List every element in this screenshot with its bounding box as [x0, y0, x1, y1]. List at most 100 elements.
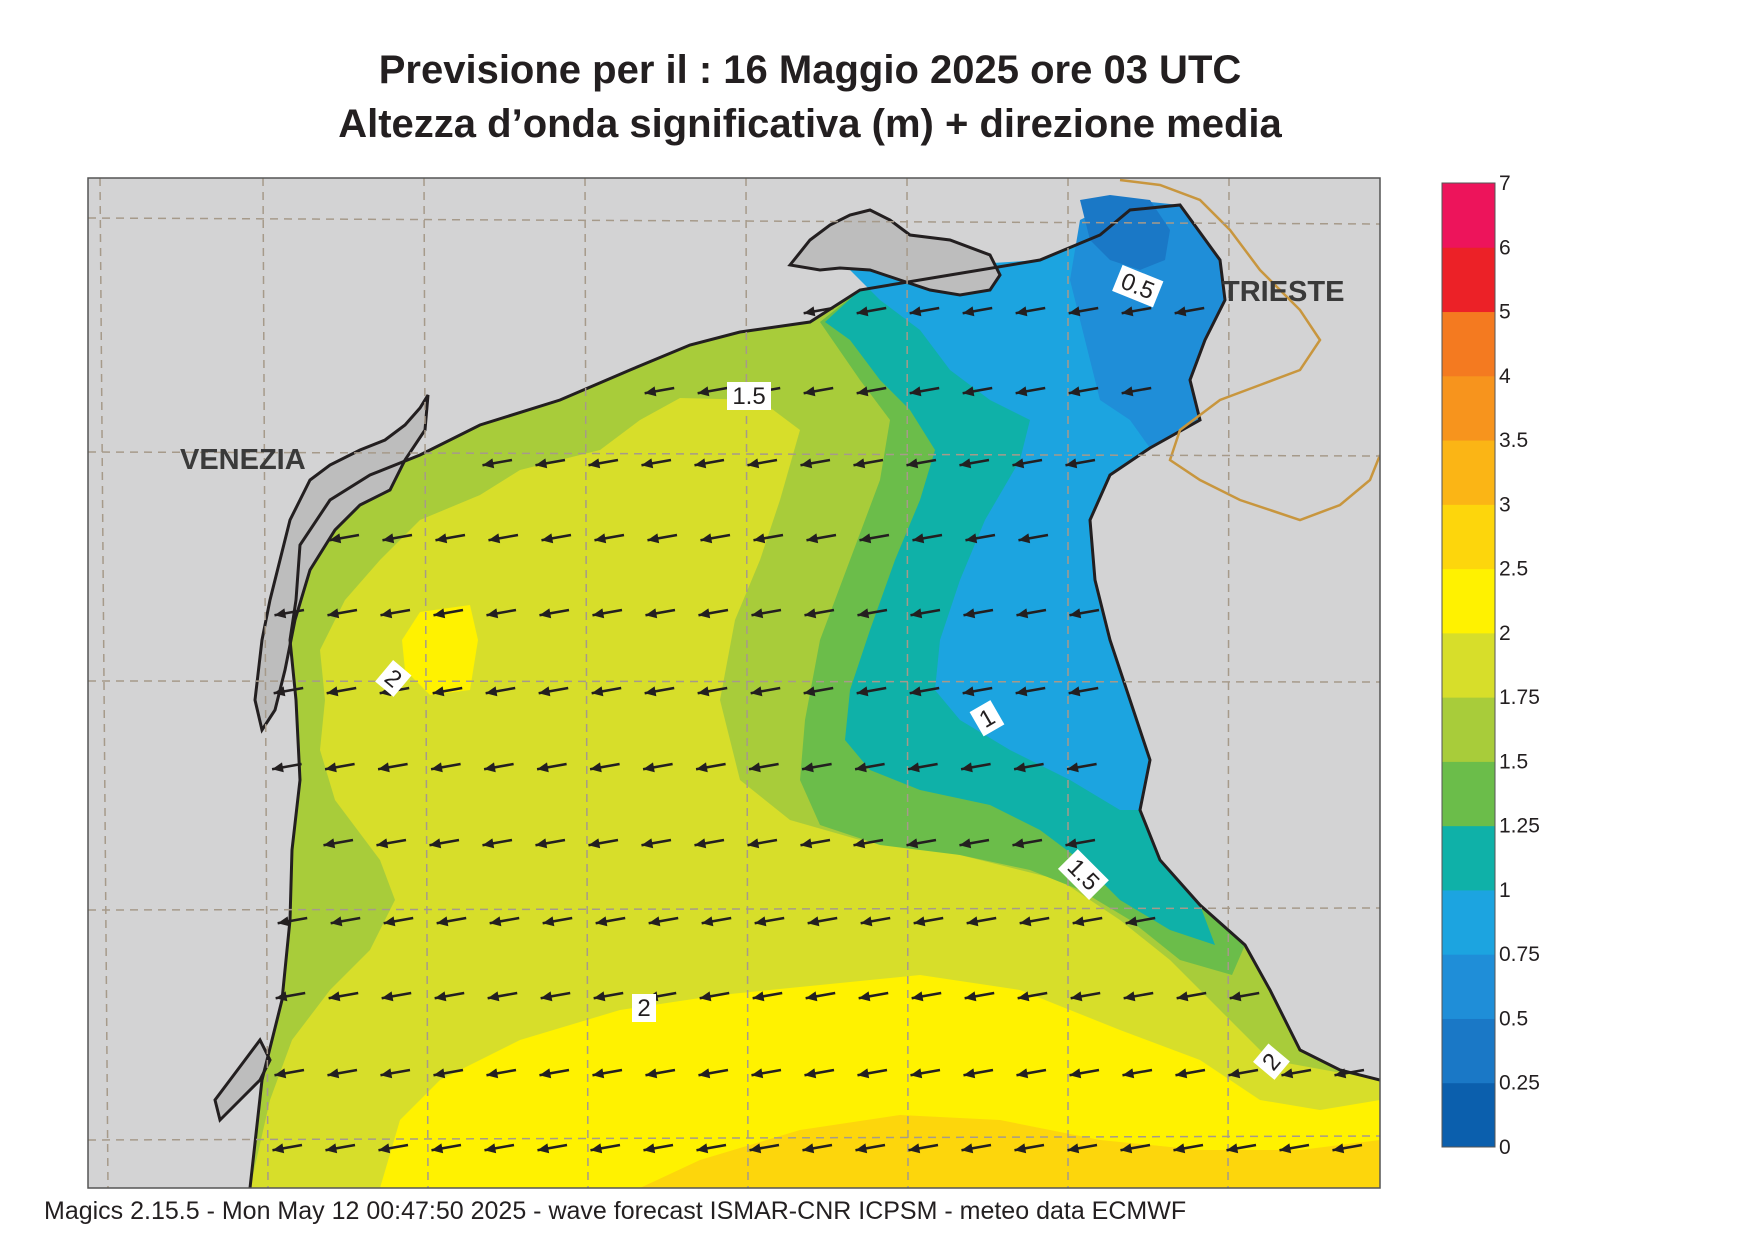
wave-arrow-head [913, 916, 926, 927]
wave-arrow-head [961, 762, 973, 773]
wave-arrow-head [1015, 306, 1028, 317]
wave-arrow-head [274, 1068, 287, 1079]
wave-arrow-head [378, 762, 390, 773]
wave-arrow-head [963, 1068, 976, 1079]
colorbar-tick-label: 0.5 [1499, 1007, 1528, 1030]
wave-arrow-head [643, 1143, 656, 1154]
wave-arrow-head [647, 533, 660, 544]
wave-arrow-head [961, 1143, 974, 1154]
colorbar-swatch [1442, 889, 1495, 955]
contour-label-box [1057, 849, 1109, 901]
wave-arrow-head [747, 458, 760, 469]
wave-arrow-head [432, 686, 445, 697]
band-2-2.5 [380, 975, 1380, 1188]
wave-arrow-head [1175, 1068, 1188, 1079]
wave-arrow-head [1121, 386, 1134, 397]
wave-arrow-head [539, 1068, 552, 1079]
wave-arrow-head [1068, 306, 1081, 317]
band-2-patch [402, 605, 478, 695]
wave-arrow-head [807, 916, 820, 927]
wave-arrow-head [537, 1143, 550, 1154]
wave-arrow-head [1017, 991, 1030, 1002]
wave-arrow-head [752, 991, 765, 1002]
colorbar-tick-label: 4 [1499, 365, 1511, 388]
wave-arrow-head [1176, 991, 1189, 1002]
band-0.5-0.75 [1070, 200, 1225, 448]
wave-arrow-head [1334, 1068, 1347, 1079]
wave-arrow-head [1173, 1143, 1186, 1154]
wave-arrow-head [486, 1068, 499, 1079]
colorbar-swatch [1442, 375, 1495, 441]
wave-arrow-head [1018, 533, 1031, 544]
wave-arrow-head [747, 838, 760, 849]
wave-arrow-head [803, 686, 816, 697]
map-title-line-1: Previsione per il : 16 Maggio 2025 ore 0… [378, 48, 1242, 92]
wave-arrow-head [909, 686, 922, 697]
wave-arrow-head [485, 686, 498, 697]
wave-arrow-head [1016, 608, 1029, 619]
wave-arrow-head [805, 991, 818, 1002]
colorbar-swatch [1442, 632, 1495, 698]
wave-arrow-head [1123, 991, 1136, 1002]
wave-arrow-head [1279, 1143, 1292, 1154]
wave-arrow-head [699, 991, 712, 1002]
colorbar-tick-label: 7 [1499, 172, 1511, 195]
colorbar-swatch [1442, 568, 1495, 634]
wave-arrow-head [750, 686, 763, 697]
wave-arrow-head [273, 686, 286, 697]
wave-arrow-head [754, 916, 767, 927]
wave-arrow-head [959, 838, 972, 849]
wave-arrow-head [1068, 386, 1081, 397]
wave-arrow-head [1120, 1143, 1133, 1154]
wave-arrow-head [326, 686, 339, 697]
map-title-line-2: Altezza d’onda significativa (m) + direz… [338, 102, 1282, 146]
wave-arrow-head [435, 533, 448, 544]
colorbar-swatch [1442, 247, 1495, 313]
contour-label-box [727, 382, 771, 410]
wave-arrow-head [541, 533, 554, 544]
wave-arrow-head [376, 838, 389, 849]
map-border [87, 177, 1381, 1189]
wave-arrow-head [328, 991, 341, 1002]
wave-arrow-head [1122, 1068, 1135, 1079]
wave-arrow-head [962, 306, 975, 317]
wave-arrow-head [641, 458, 654, 469]
colorbar-swatch [1442, 825, 1495, 891]
wave-arrow-head [1012, 458, 1025, 469]
wave-arrow-head [330, 916, 343, 927]
colorbar-swatch [1442, 1018, 1495, 1084]
graticule [88, 178, 1380, 1188]
colorbar-swatch [1442, 761, 1495, 827]
wave-arrow-head [591, 686, 604, 697]
wave-arrow-head [594, 533, 607, 544]
wave-arrow-head [484, 762, 496, 773]
wave-arrow-head [641, 838, 654, 849]
wave-arrow-head [962, 386, 975, 397]
city-label-venezia: VENEZIA [180, 444, 306, 476]
wave-arrow-head [910, 608, 923, 619]
wave-arrow-head [1068, 686, 1081, 697]
wave-arrow-head [381, 991, 394, 1002]
wave-arrow-head [380, 608, 393, 619]
wave-arrow-head [535, 838, 548, 849]
contour-label-box [632, 994, 656, 1022]
colorbar-tick-label: 1.25 [1499, 815, 1540, 838]
wave-arrow-head [592, 608, 605, 619]
wave-arrow-head [749, 762, 761, 773]
colorbar-tick-label: 0 [1499, 1136, 1511, 1159]
wave-arrow-head [701, 916, 714, 927]
wave-arrow-head [963, 608, 976, 619]
wave-arrow-head [272, 1143, 285, 1154]
wave-arrow-head [593, 991, 606, 1002]
band-0.25-0.5 [1080, 195, 1170, 270]
colorbar-border [1441, 182, 1496, 1148]
wave-arrow-head [1015, 686, 1028, 697]
wave-arrow-head [538, 686, 551, 697]
footer-credits: Magics 2.15.5 - Mon May 12 00:47:50 2025… [44, 1197, 1187, 1225]
wave-arrow-head [964, 991, 977, 1002]
wave-arrow-head [800, 838, 813, 849]
wave-arrow-head [700, 533, 713, 544]
wave-arrow-head [539, 608, 552, 619]
wave-arrow-head [645, 608, 658, 619]
